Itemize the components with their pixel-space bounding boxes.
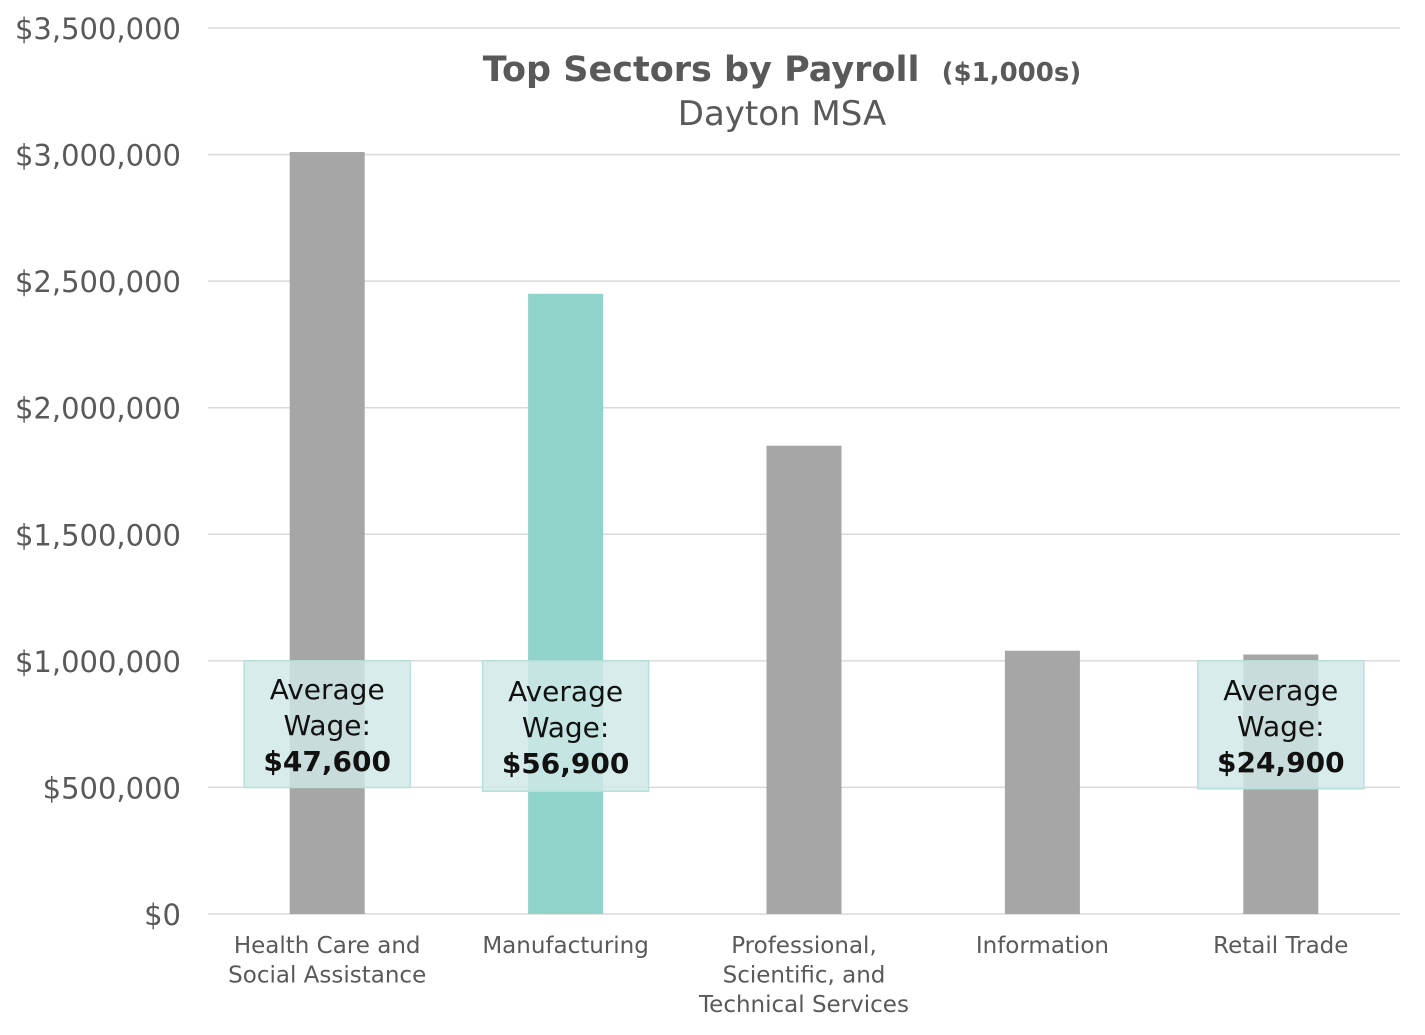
y-tick-label: $500,000: [43, 771, 181, 805]
chart-title: Top Sectors by Payroll ($1,000s): [483, 50, 1081, 90]
average-wage-text: Average Wage: $47,600: [263, 673, 391, 778]
bar: [528, 293, 604, 914]
x-tick-label: Professional, Scientific, and Technical Se…: [698, 933, 909, 1018]
bar: [289, 152, 365, 915]
average-wage-annotations: Average Wage: $47,600 Average Wage: $56,900 Av…: [243, 660, 1365, 792]
x-tick-label: Information: [976, 933, 1109, 959]
average-wage-box-bg: [481, 660, 650, 792]
bar: [766, 445, 842, 914]
y-tick-label: $2,500,000: [15, 265, 181, 299]
y-tick-label: $0: [144, 898, 181, 932]
y-axis-tick-labels: $0 $500,000 $1,000,000 $1,500,000 $2,000,000…: [15, 12, 181, 932]
y-tick-label: $2,000,000: [15, 392, 181, 426]
x-tick-label: Retail Trade: [1213, 933, 1348, 959]
x-tick-label: Manufacturing: [482, 933, 649, 959]
chart-title-block: Top Sectors by Payroll ($1,000s) Dayton …: [483, 50, 1081, 134]
average-wage-box: Average Wage: $24,900: [1197, 660, 1365, 790]
average-wage-box-bg: [243, 660, 411, 789]
chart-title-unit: ($1,000s): [942, 58, 1082, 88]
x-tick-label: Health Care and Social Assistance: [228, 933, 426, 989]
y-tick-label: $1,500,000: [15, 518, 181, 552]
x-axis-category-labels: Health Care and Social Assistance Manufact…: [228, 933, 1348, 1018]
y-tick-label: $3,500,000: [15, 12, 181, 46]
chart-subtitle: Dayton MSA: [678, 94, 886, 134]
y-tick-label: $3,000,000: [15, 139, 181, 173]
bars: [289, 152, 1319, 915]
bar: [1004, 650, 1080, 914]
average-wage-box: Average Wage: $56,900: [481, 660, 650, 792]
average-wage-text: Average Wage: $24,900: [1217, 674, 1345, 779]
chart-title-main: Top Sectors by Payroll: [483, 50, 920, 90]
y-tick-label: $1,000,000: [15, 645, 181, 679]
average-wage-box-bg: [1197, 660, 1365, 790]
average-wage-text: Average Wage: $56,900: [502, 675, 630, 780]
average-wage-box: Average Wage: $47,600: [243, 660, 411, 789]
